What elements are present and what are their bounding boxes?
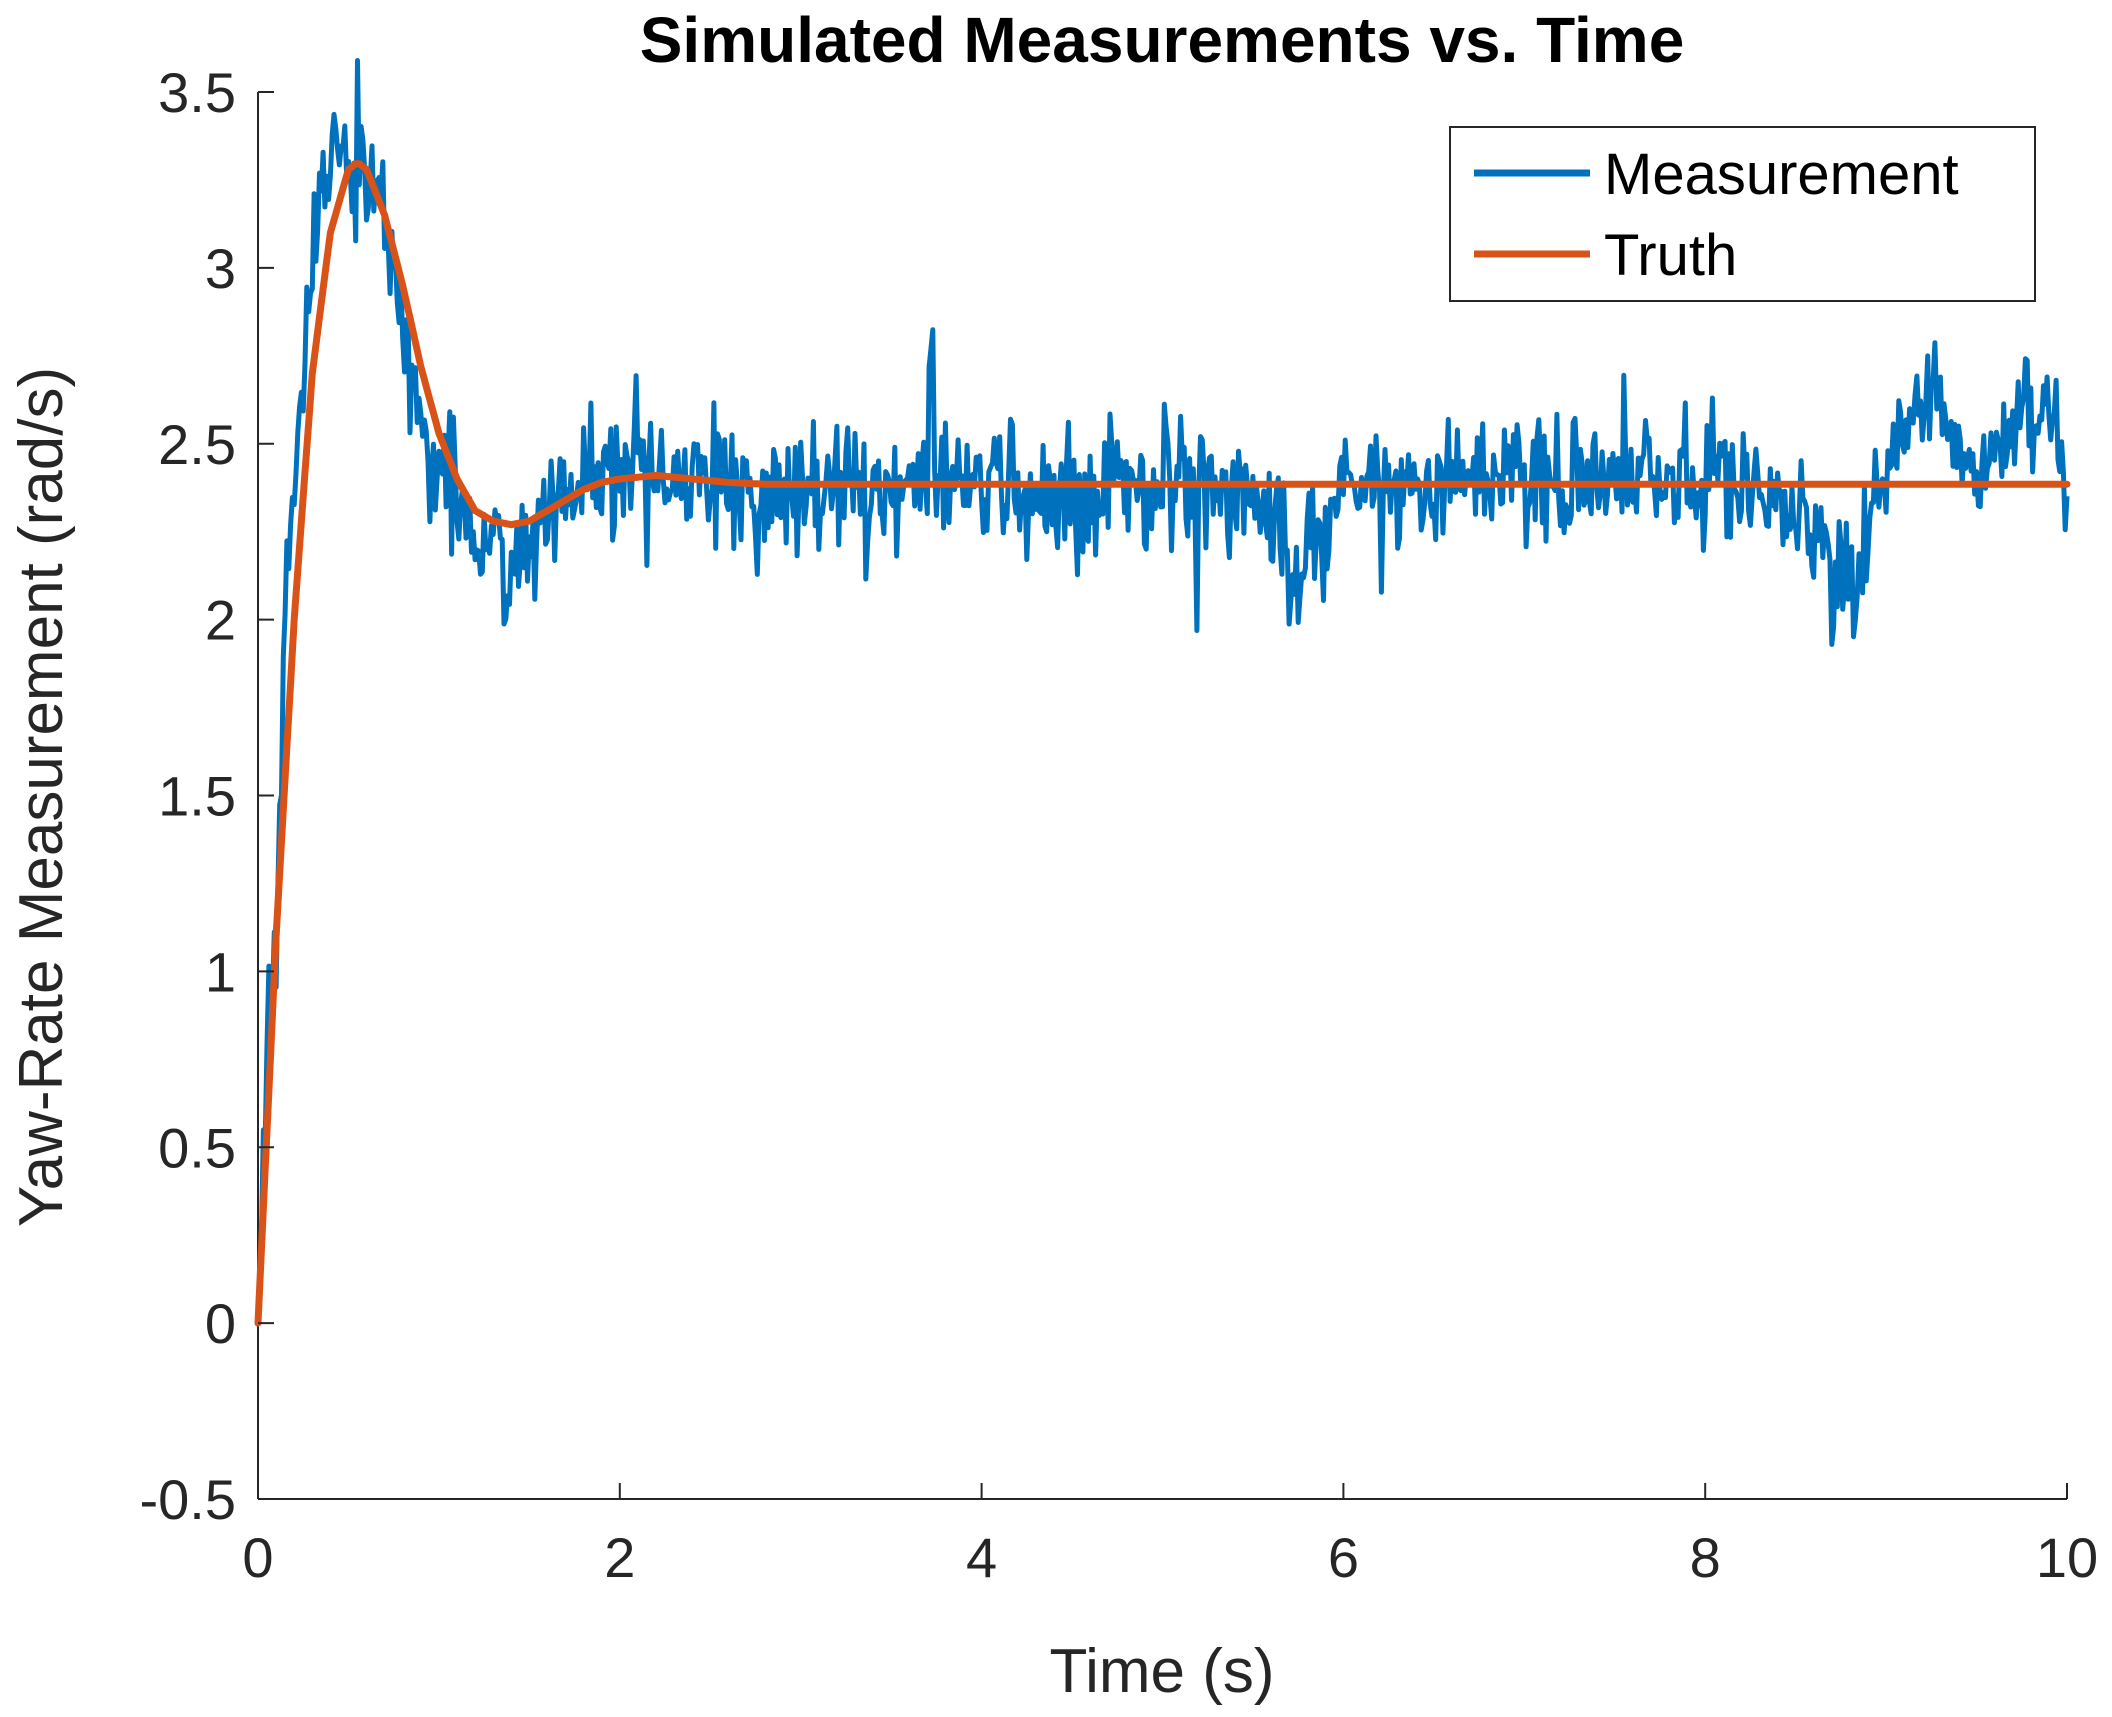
legend-label-truth: Truth	[1604, 223, 1737, 288]
y-tick-label: 3.5	[158, 61, 236, 124]
x-tick-label: 2	[604, 1526, 635, 1589]
x-axis-label: Time (s)	[1050, 1637, 1275, 1706]
legend-label-measurement: Measurement	[1604, 142, 1959, 207]
series-line-truth	[254, 160, 2071, 1327]
y-axis-label: Yaw-Rate Measurement (rad/s)	[7, 367, 76, 1227]
y-tick-label: 2.5	[158, 413, 236, 476]
series-line-measurement	[255, 58, 2070, 1324]
x-tick-label: 8	[1690, 1526, 1721, 1589]
chart-title: Simulated Measurements vs. Time	[640, 4, 1685, 76]
series-layer	[254, 58, 2071, 1327]
y-tick-label: 2	[205, 589, 236, 652]
y-tick-label: -0.5	[140, 1468, 237, 1531]
legend-box	[1449, 126, 2036, 302]
y-tick-label: 3	[205, 237, 236, 300]
y-tick-label: 0	[205, 1292, 236, 1355]
x-tick-label: 4	[966, 1526, 997, 1589]
y-tick-label: 0.5	[158, 1116, 236, 1179]
x-tick-label: 6	[1328, 1526, 1359, 1589]
x-tick-label: 10	[2036, 1526, 2098, 1589]
y-tick-label: 1	[205, 940, 236, 1003]
x-tick-label: 0	[242, 1526, 273, 1589]
plot-axes	[257, 92, 2067, 1500]
y-tick-label: 1.5	[158, 765, 236, 828]
ticks: 0 2 4 6 8 10-0.500.511.522.533.5	[140, 61, 2099, 1589]
legend: Measurement Truth	[1449, 126, 2036, 302]
